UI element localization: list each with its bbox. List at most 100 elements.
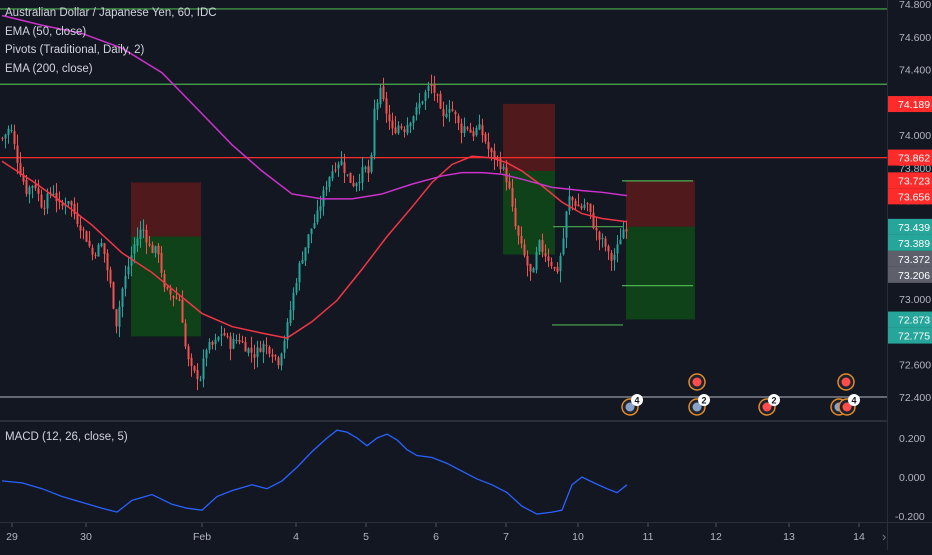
price-badge [888,188,932,205]
candle-body [394,127,397,133]
price-badge-label: 74.189 [898,99,930,111]
candle-body [610,252,613,261]
candle-body [409,122,412,127]
price-badge-label: 73.206 [898,270,930,282]
candle-body [547,256,550,261]
price-badge [888,172,932,189]
time-tick-label: 7 [503,531,509,543]
event-flag-icon [688,373,706,391]
price-badge-label: 73.389 [898,238,930,250]
candle-body [247,348,250,353]
candle-body [286,322,289,341]
candle-body [523,244,526,256]
candle-body [304,247,307,261]
candle-body [577,204,580,207]
event-count-label: 2 [771,396,776,406]
price-badge [888,266,932,283]
pivots-label[interactable]: Pivots (Traditional, Daily, 2) [5,44,145,56]
candle-body [82,229,85,231]
candle-body [202,358,205,380]
candle-body [433,84,436,93]
candle-body [550,261,553,266]
candle-body [586,203,589,205]
candle-body [565,211,568,238]
candle-body [604,238,607,247]
candle-body [256,347,259,357]
candle-body [112,282,115,309]
candle-body [25,180,28,194]
candle-body [481,125,484,136]
candle-body [331,171,334,179]
candle-body [28,187,31,195]
candle-body [376,102,379,110]
candle-body [100,243,103,247]
candle-body [136,238,139,246]
candle-body [157,245,160,255]
candle-body [415,107,418,115]
candle-body [10,129,13,131]
candle-body [385,98,388,114]
candle-body [451,109,454,111]
candle-body [235,340,238,342]
candle-body [328,177,331,187]
candle-body [379,88,382,105]
macd-tick-label: -0.200 [895,511,925,523]
risk-zone [503,103,555,172]
candle-body [370,154,373,172]
candle-body [346,174,349,176]
reward-zone [131,236,201,337]
price-badge [888,234,932,251]
candle-body [619,239,622,245]
candle-body [382,86,385,100]
macd-line [1,429,628,515]
candle-body [574,200,577,206]
candle-body [121,288,124,307]
event-flag-icon [837,373,855,391]
candle-body [589,203,592,212]
event-count-badge [848,394,860,406]
candle-body [181,299,184,323]
candle-body [391,120,394,129]
candle-body [94,255,97,257]
ema50-line [1,155,628,339]
candle-body [496,157,499,159]
candle-body [178,299,181,301]
candle-body [430,85,433,87]
nav-arrow-icon[interactable]: › [882,529,887,544]
candle-body [118,306,121,327]
candle-body [541,239,544,252]
macd-legend[interactable]: MACD (12, 26, close, 5) [5,431,128,443]
candle-body [160,253,163,273]
candle-body [148,243,151,246]
candle-body [469,129,472,133]
candle-body [625,229,628,232]
ema50-label[interactable]: EMA (50, close) [5,25,87,38]
candle-body [571,197,574,201]
candle-body [142,229,145,231]
price-tick-label: 72.600 [899,359,931,371]
candle-body [388,114,391,122]
candle-body [568,196,571,211]
candle-body [511,187,514,207]
event-flag-dot [625,402,635,412]
candle-body [34,184,37,189]
time-tick-label: 13 [783,531,795,543]
candle-body [493,150,496,160]
price-badge [888,149,932,166]
price-badge [888,250,932,267]
price-tick-label: 74.400 [899,65,931,77]
ema200-label[interactable]: EMA (200, close) [5,62,93,75]
candle-body [334,169,337,171]
candle-body [367,166,370,174]
candle-body [502,166,505,169]
candle-body [229,336,232,350]
candle-body [226,335,229,337]
candle-body [187,346,190,360]
candle-body [406,125,409,134]
candle-body [190,357,193,366]
candle-body [532,268,535,273]
symbol-title[interactable]: Australian Dollar / Japanese Yen, 60, ID… [5,7,217,19]
candle-body [7,128,10,135]
